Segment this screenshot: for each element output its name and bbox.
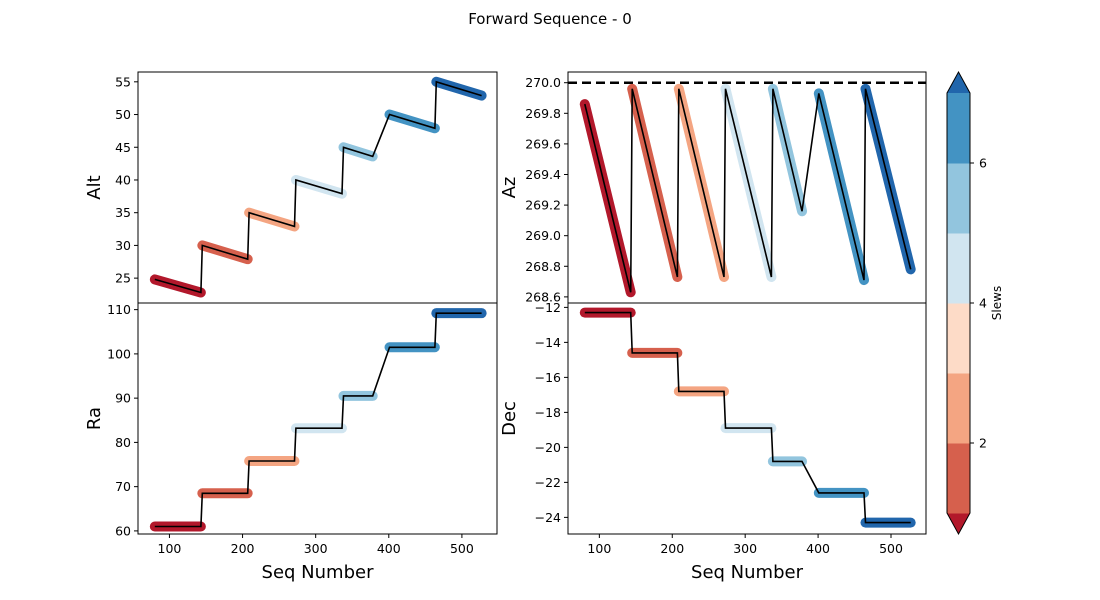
az-sequence-line [584,88,912,293]
az-ytick-label: 268.6 [525,289,561,304]
alt-ytick-label: 40 [115,172,131,187]
alt-ytick-label: 35 [115,205,131,220]
ra-xtick-label: 300 [304,541,328,556]
dec-xtick-label: 500 [879,541,903,556]
colorbar-band [947,373,970,444]
colorbar-band [947,93,970,164]
colorbar-tick-label: 4 [979,296,987,311]
az-ytick-label: 269.6 [525,136,561,151]
dec-xtick-label: 200 [660,541,684,556]
alt-ytick-label: 55 [115,74,131,89]
az-ytick-label: 270.0 [525,75,561,90]
az-ylabel: Az [499,177,520,199]
dec-ytick-label: −20 [535,440,561,455]
colorbar-band [947,233,970,304]
colorbar-label: Slews [990,286,1004,320]
az-plot-area [568,81,926,298]
figure-title: Forward Sequence - 0 [468,10,632,28]
ra-ytick-label: 110 [107,302,131,317]
az-ytick-label: 269.0 [525,228,561,243]
dec-ytick-label: −18 [535,405,561,420]
ra-plot-area [149,308,487,532]
ra-ytick-label: 100 [107,346,131,361]
colorbar-tick-label: 2 [979,436,987,451]
dec-ytick-label: −12 [535,300,561,315]
alt-plot-area [149,76,487,298]
colorbar-band [947,303,970,374]
dec-xlabel: Seq Number [691,562,804,583]
ra-ytick-label: 60 [115,523,131,538]
colorbar-band [947,163,970,234]
ra-xtick-label: 200 [231,541,255,556]
az-ytick-label: 269.8 [525,106,561,121]
ra-panel: 60 70 80 90 100 110 100 200 300 400 500 Ra Seq Numbe… [84,302,498,583]
dec-axes-frame [567,302,927,535]
ra-xlabel: Seq Number [262,562,375,583]
colorbar-tick-label: 6 [979,156,987,171]
dec-plot-area [579,307,916,528]
dec-xtick-label: 400 [806,541,830,556]
ra-xtick-label: 100 [158,541,182,556]
colorbar-extend-max [947,72,970,93]
ra-xtick-label: 400 [377,541,401,556]
ra-xtick-label: 500 [450,541,474,556]
ra-sequence-line [154,312,482,528]
az-panel: 268.6 268.8 269.0 269.2 269.4 269.6 269.8 270.0… [499,71,927,304]
dec-ytick-label: −24 [535,510,561,525]
alt-ylabel: Alt [84,175,105,199]
alt-sequence-line [154,80,482,294]
dec-xtick-label: 300 [733,541,757,556]
az-ytick-label: 269.2 [525,198,561,213]
dec-sequence-line [584,311,911,524]
dec-ytick-label: −22 [535,475,561,490]
dec-panel: −24 −22 −20 −18 −16 −14 −12 100 200 300 400 500 Dec S… [499,300,927,583]
alt-ytick-label: 45 [115,140,131,155]
ra-ytick-label: 90 [115,391,131,406]
ra-ylabel: Ra [84,407,105,430]
colorbar-band [947,443,970,514]
ra-ytick-label: 80 [115,435,131,450]
dec-ytick-label: −14 [535,335,561,350]
alt-ytick-label: 30 [115,238,131,253]
alt-ytick-label: 50 [115,107,131,122]
colorbar-extend-min [947,513,970,534]
dec-ytick-label: −16 [535,370,561,385]
dec-xtick-label: 100 [587,541,611,556]
az-ytick-label: 269.4 [525,167,561,182]
ra-ytick-label: 70 [115,479,131,494]
alt-ytick-label: 25 [115,271,131,286]
dec-ylabel: Dec [499,401,520,436]
colorbar-outline [946,70,971,536]
colorbar: 2 4 6 [946,70,987,536]
ra-axes-frame [137,302,498,535]
az-ytick-label: 268.8 [525,259,561,274]
alt-panel: 25 30 35 40 45 50 55 Alt [84,71,498,304]
